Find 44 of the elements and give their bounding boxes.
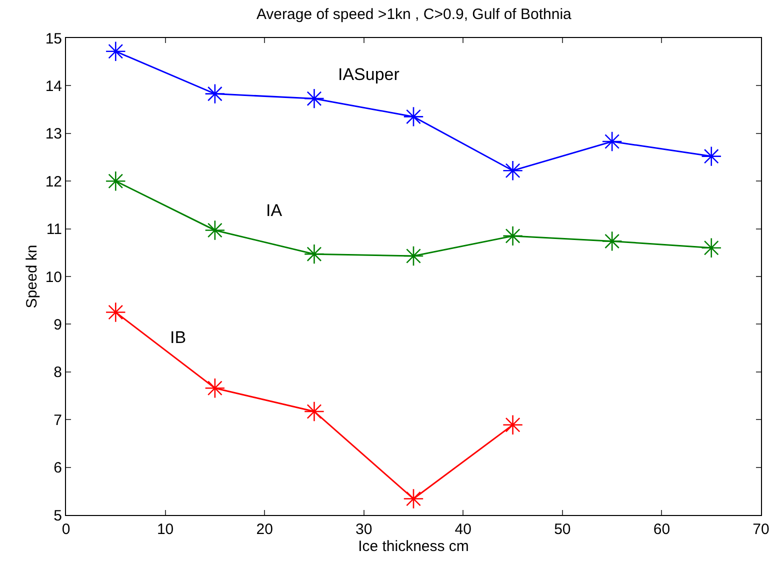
point bbox=[502, 226, 524, 246]
x-tick-label: 10 bbox=[156, 521, 174, 538]
x-tick-label: 70 bbox=[752, 521, 770, 538]
point bbox=[105, 41, 126, 62]
y-tick-label: 15 bbox=[45, 30, 62, 48]
point bbox=[602, 131, 622, 152]
point bbox=[701, 238, 722, 258]
x-axis-title: Ice thickness cm bbox=[358, 538, 469, 555]
point bbox=[304, 88, 324, 109]
y-tick-label: 11 bbox=[46, 221, 62, 238]
point bbox=[403, 488, 424, 510]
point bbox=[204, 84, 226, 104]
y-tick-label: 12 bbox=[45, 173, 62, 190]
point bbox=[602, 230, 622, 252]
point bbox=[105, 170, 126, 192]
point bbox=[304, 244, 324, 264]
x-tick-label: 20 bbox=[256, 521, 273, 538]
x-tick-label: 60 bbox=[653, 521, 670, 538]
point bbox=[701, 146, 722, 167]
x-tick-label: 40 bbox=[454, 521, 472, 538]
point bbox=[204, 220, 226, 240]
x-tick-label: 30 bbox=[356, 521, 372, 538]
y-axis-title: Speed kn bbox=[24, 244, 41, 308]
point bbox=[403, 246, 424, 266]
y-tick-label: 5 bbox=[54, 507, 62, 524]
x-tick-label: 50 bbox=[554, 521, 571, 538]
y-tick-label: 7 bbox=[54, 412, 62, 429]
series-label: IASuper bbox=[338, 65, 400, 84]
chart-title: Average of speed >1kn , C>0.9, Gulf of Bothnia bbox=[256, 6, 572, 23]
x-tick-label: 0 bbox=[62, 521, 70, 538]
y-tick-label: 6 bbox=[54, 460, 62, 477]
point bbox=[502, 160, 524, 181]
point bbox=[204, 378, 226, 398]
y-tick-label: 8 bbox=[54, 364, 62, 382]
y-tick-label: 10 bbox=[45, 268, 62, 286]
y-tick-label: 14 bbox=[45, 78, 62, 95]
y-tick-label: 13 bbox=[45, 126, 62, 143]
series-label: IB bbox=[170, 328, 186, 347]
point bbox=[304, 401, 324, 422]
y-tick-label: 9 bbox=[54, 316, 62, 334]
point bbox=[502, 414, 524, 436]
point bbox=[105, 302, 126, 323]
series-label: IA bbox=[266, 201, 283, 220]
point bbox=[403, 106, 424, 127]
